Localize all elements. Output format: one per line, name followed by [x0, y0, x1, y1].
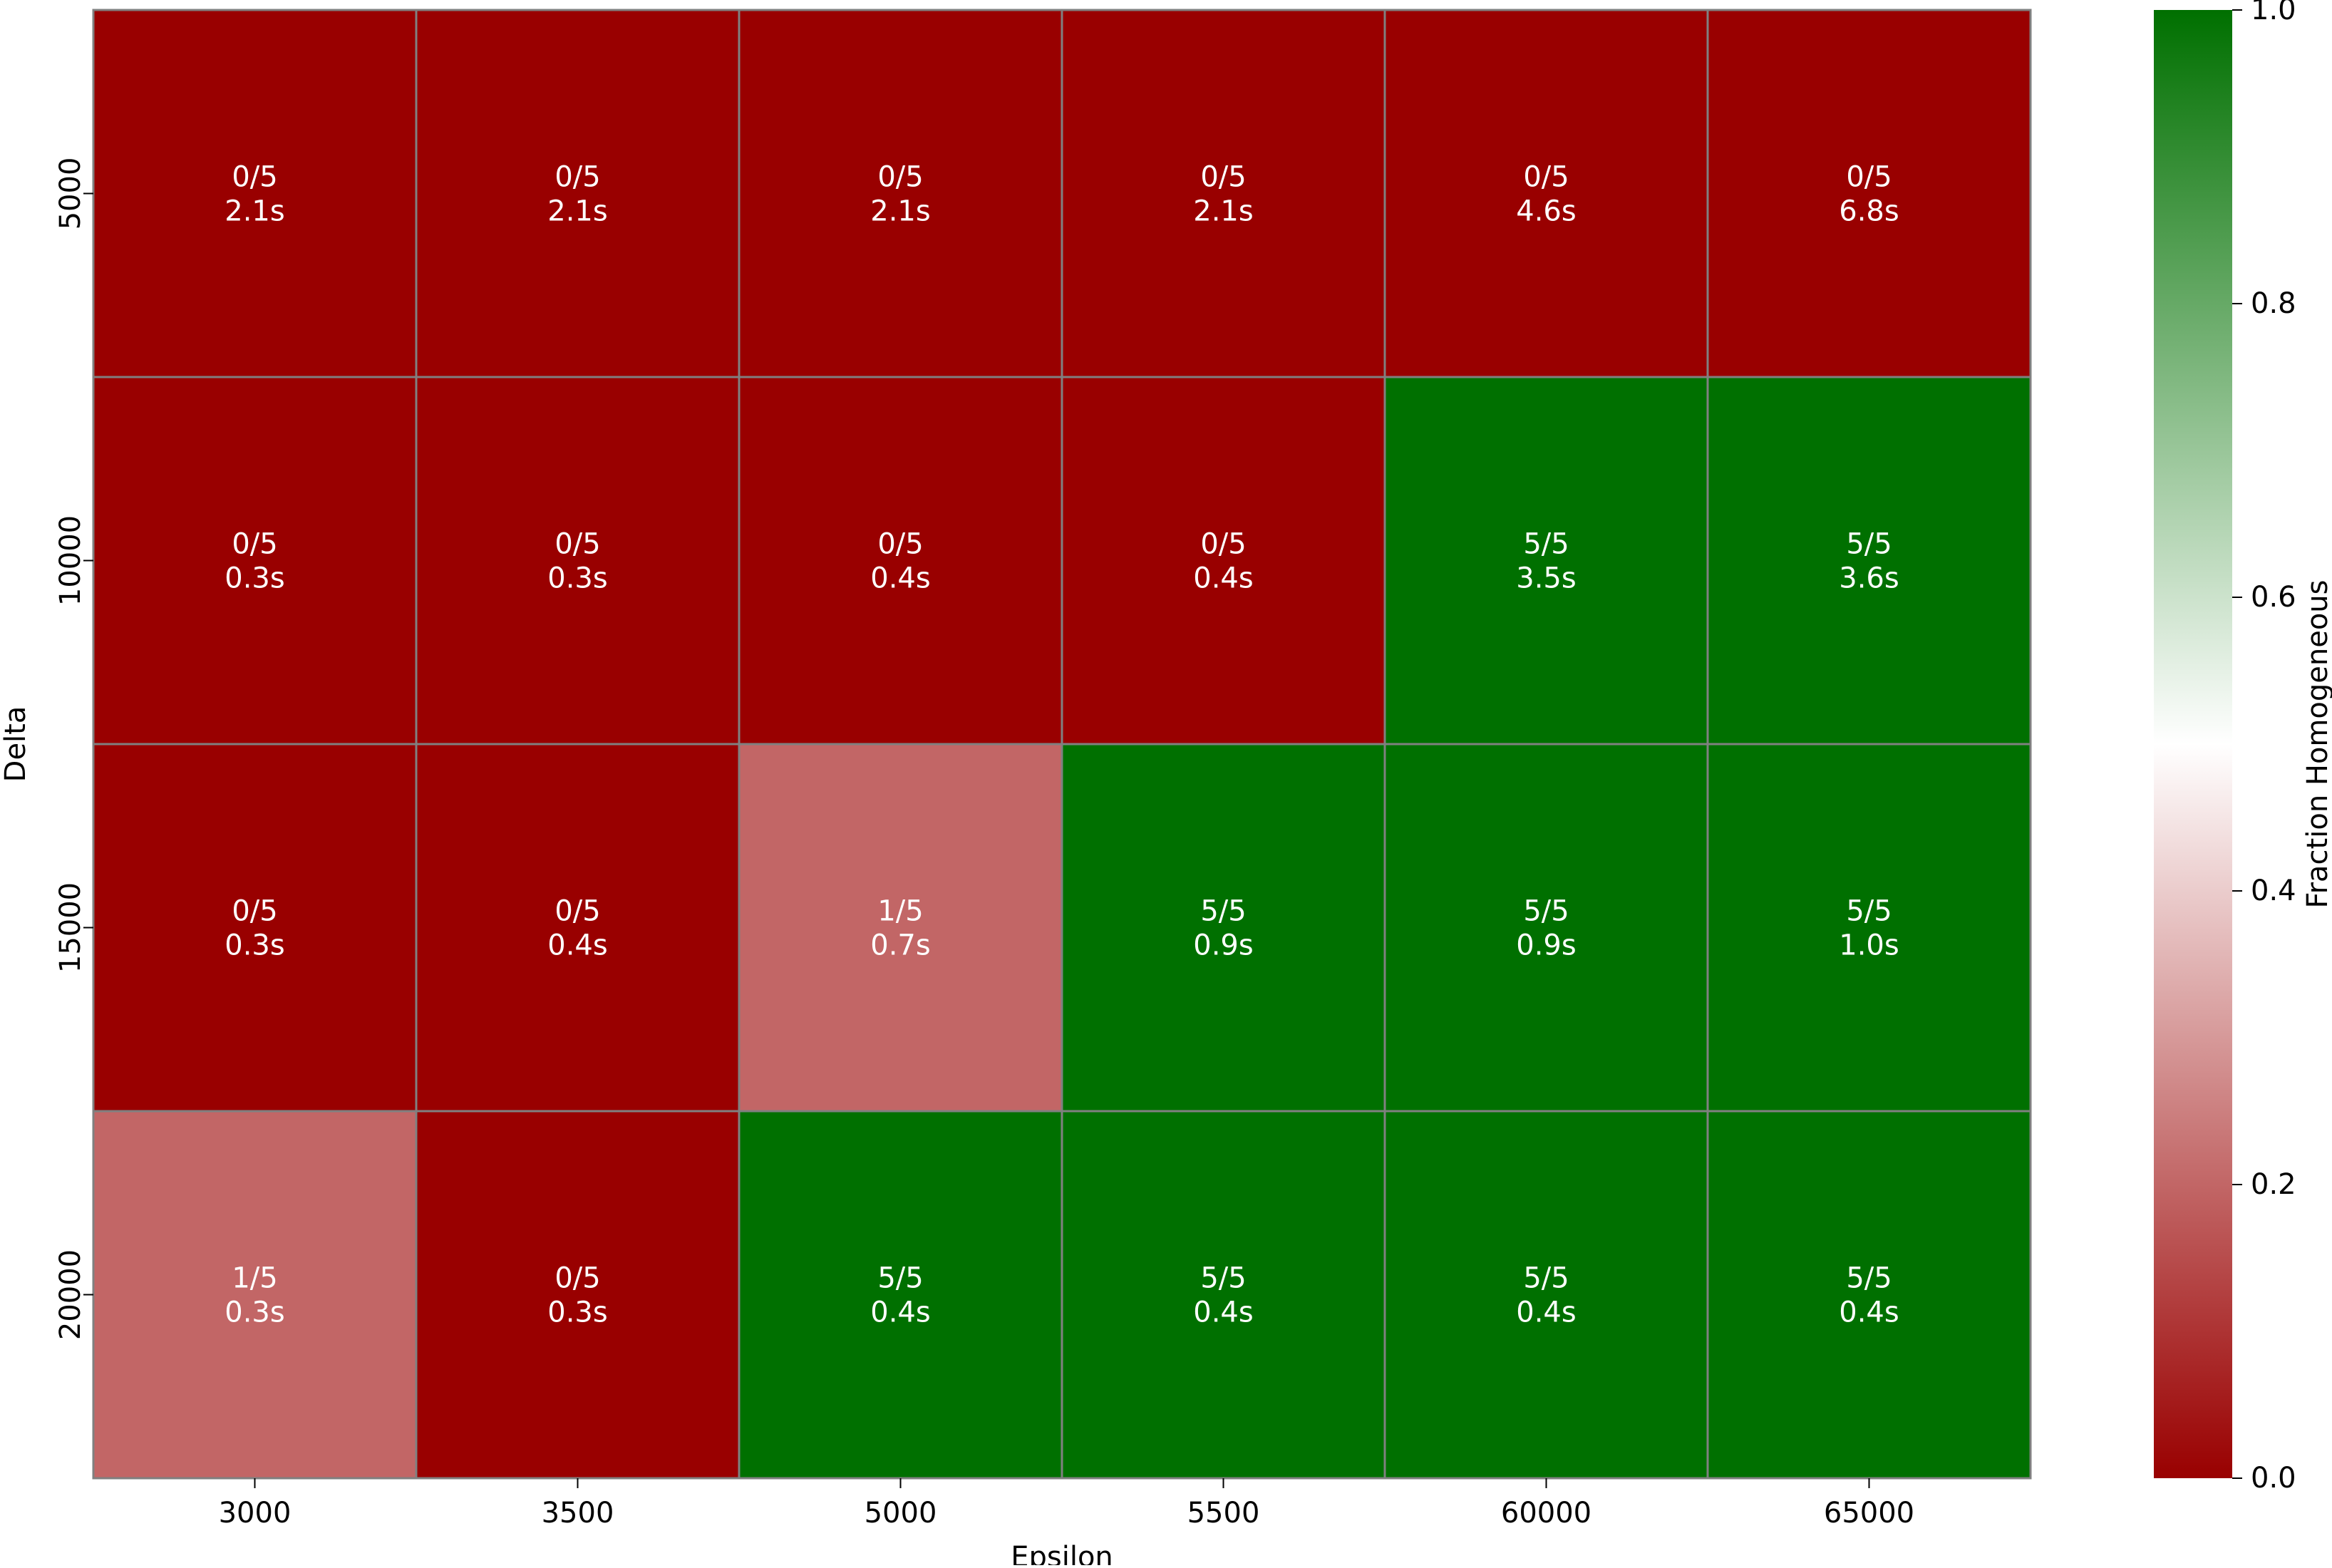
heatmap-cell	[1383, 743, 1709, 1113]
x-axis-label: Epsilon	[1011, 1541, 1113, 1565]
heatmap-cell	[738, 9, 1063, 378]
cell-time-label: 4.6s	[1516, 195, 1576, 228]
cell-count-label: 0/5	[1523, 161, 1569, 194]
cell-time-label: 0.4s	[870, 1296, 930, 1329]
y-tick-label: 5000	[54, 158, 87, 230]
colorbar-tick-label: 0.8	[2251, 287, 2296, 320]
heatmap-cell	[1383, 1110, 1709, 1480]
heatmap-cell	[738, 743, 1063, 1113]
cell-time-label: 3.6s	[1839, 562, 1899, 595]
x-tick-label: 3500	[542, 1497, 614, 1530]
x-tick-label: 5000	[865, 1497, 937, 1530]
cell-time-label: 0.4s	[1193, 1296, 1253, 1329]
cell-time-label: 0.3s	[547, 562, 607, 595]
cell-count-label: 0/5	[877, 161, 923, 194]
cell-count-label: 5/5	[1846, 528, 1892, 561]
cell-count-label: 1/5	[877, 895, 923, 928]
y-tick-label: 20000	[54, 1249, 87, 1340]
cell-time-label: 0.3s	[225, 929, 284, 962]
cell-time-label: 0.3s	[547, 1296, 607, 1329]
colorbar-label: Fraction Homogeneous	[2301, 580, 2332, 909]
colorbar-gradient	[2154, 10, 2232, 1478]
cell-time-label: 0.4s	[870, 562, 930, 595]
cell-time-label: 0.4s	[1516, 1296, 1576, 1329]
heatmap-cell	[92, 743, 418, 1113]
heatmap-cell	[1061, 9, 1386, 378]
cell-time-label: 0.3s	[225, 1296, 284, 1329]
cell-time-label: 1.0s	[1839, 929, 1899, 962]
heatmap-cell	[1383, 9, 1709, 378]
heatmap-cell	[1383, 376, 1709, 746]
heatmap-cell	[415, 9, 741, 378]
colorbar-tick-label: 0.4	[2251, 875, 2296, 907]
heatmap-cell	[92, 9, 418, 378]
x-tick-label: 3000	[219, 1497, 292, 1530]
cell-count-label: 0/5	[232, 895, 277, 928]
cell-time-label: 0.4s	[547, 929, 607, 962]
heatmap-cell	[1061, 376, 1386, 746]
heatmap-cell	[415, 743, 741, 1113]
cell-time-label: 3.5s	[1516, 562, 1576, 595]
cell-count-label: 0/5	[554, 1262, 600, 1295]
cell-count-label: 0/5	[554, 895, 600, 928]
cell-time-label: 0.9s	[1516, 929, 1576, 962]
heatmap-cell	[1706, 9, 2032, 378]
axes: Epsilon Delta 3000 3500 5000 5500 60000 65000…	[0, 158, 1914, 1568]
cell-time-label: 2.1s	[547, 195, 607, 228]
cell-count-label: 5/5	[1200, 895, 1246, 928]
heatmap-cell	[92, 1110, 418, 1480]
y-tick-label: 15000	[54, 882, 87, 973]
heatmap-cell	[415, 376, 741, 746]
cell-time-label: 6.8s	[1839, 195, 1899, 228]
cell-time-label: 2.1s	[870, 195, 930, 228]
cell-count-label: 0/5	[554, 528, 600, 561]
heatmap-cell	[1706, 743, 2032, 1113]
heatmap-cell	[415, 1110, 741, 1480]
colorbar-tick-label: 0.2	[2251, 1168, 2296, 1201]
cell-time-label: 2.1s	[1193, 195, 1253, 228]
cell-count-label: 5/5	[1523, 1262, 1569, 1295]
x-tick-label: 65000	[1824, 1497, 1914, 1530]
y-tick-label: 10000	[54, 515, 87, 606]
heatmap-cell	[1061, 743, 1386, 1113]
cell-count-label: 5/5	[1200, 1262, 1246, 1295]
cell-count-label: 5/5	[1523, 528, 1569, 561]
cell-count-label: 0/5	[1846, 161, 1892, 194]
cell-count-label: 5/5	[877, 1262, 923, 1295]
heatmap-cell	[1706, 376, 2032, 746]
y-axis-label: Delta	[0, 706, 32, 783]
cell-count-label: 5/5	[1523, 895, 1569, 928]
cell-count-label: 1/5	[232, 1262, 277, 1295]
heatmap-cell	[92, 376, 418, 746]
heatmap-cell	[738, 376, 1063, 746]
cell-annotations: 0/52.1s0/52.1s0/52.1s0/52.1s0/54.6s0/56.…	[225, 161, 1899, 1329]
cell-count-label: 0/5	[877, 528, 923, 561]
cell-count-label: 0/5	[1200, 528, 1246, 561]
heatmap-cell	[738, 1110, 1063, 1480]
colorbar-tick-label: 0.6	[2251, 581, 2296, 614]
cell-time-label: 0.9s	[1193, 929, 1253, 962]
cell-time-label: 0.4s	[1839, 1296, 1899, 1329]
x-tick-label: 60000	[1501, 1497, 1591, 1530]
cell-count-label: 0/5	[232, 161, 277, 194]
cell-count-label: 0/5	[1200, 161, 1246, 194]
heatmap-cell	[1706, 1110, 2032, 1480]
colorbar-tick-label: 1.0	[2251, 0, 2296, 26]
heatmap-cell	[1061, 1110, 1386, 1480]
colorbar-tick-label: 0.0	[2251, 1462, 2296, 1495]
cell-time-label: 0.7s	[870, 929, 930, 962]
cell-count-label: 5/5	[1846, 1262, 1892, 1295]
heatmap-cells	[92, 9, 2032, 1480]
x-tick-label: 5500	[1187, 1497, 1260, 1530]
cell-count-label: 5/5	[1846, 895, 1892, 928]
cell-time-label: 2.1s	[225, 195, 284, 228]
cell-count-label: 0/5	[554, 161, 600, 194]
cell-time-label: 0.4s	[1193, 562, 1253, 595]
cell-time-label: 0.3s	[225, 562, 284, 595]
cell-count-label: 0/5	[232, 528, 277, 561]
colorbar: Fraction Homogeneous 0.0 0.2 0.4 0.6 0.8 1.0	[2154, 0, 2332, 1495]
